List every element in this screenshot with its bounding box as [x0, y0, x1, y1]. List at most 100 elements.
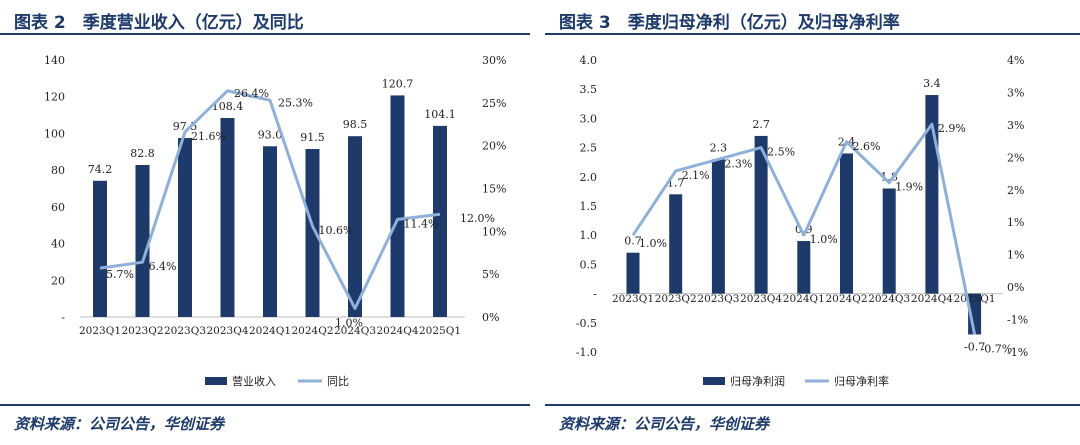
category-label: 2024Q4 [376, 325, 418, 337]
right-axis-tick-label: 20% [482, 140, 506, 153]
line-value-label: 1.0% [639, 237, 667, 250]
left-axis-tick-label: 100 [44, 127, 65, 140]
line-value-label: 1.0% [335, 316, 363, 329]
category-label: 2023Q3 [164, 325, 206, 337]
line-value-label: 2.9% [938, 122, 966, 135]
chart-title: 图表 2 季度营业收入（亿元）及同比 [14, 13, 304, 33]
category-label: 2024Q1 [783, 293, 825, 305]
bar-2024Q2 [305, 149, 320, 317]
line-value-label: 10.6% [319, 224, 354, 237]
left-axis-tick-label: 1.5 [580, 200, 598, 213]
category-label: 2024Q2 [825, 293, 867, 305]
category-label: 2024Q2 [291, 325, 333, 337]
left-axis-tick-label: 60 [51, 201, 65, 214]
legend-bar-label: 营业收入 [232, 374, 276, 388]
right-axis-tick-label: 0% [1007, 281, 1024, 294]
left-axis-tick-label: 0.5 [580, 258, 598, 271]
bar-value-label: 2.7 [752, 118, 770, 131]
line-value-label: 2.5% [767, 146, 795, 159]
bar-value-label: 97.5 [173, 120, 198, 133]
title-rule [0, 33, 530, 35]
right-axis-tick-label: 5% [482, 268, 499, 281]
bar-2024Q4 [390, 95, 405, 317]
legend-bar-swatch [205, 377, 227, 385]
bar-2023Q3 [711, 159, 725, 294]
line-value-label: 26.4% [234, 87, 269, 100]
bar-2023Q2 [669, 194, 683, 294]
category-label: 2023Q3 [697, 293, 739, 305]
bar-value-label: 120.7 [382, 77, 414, 90]
source-rule [545, 404, 1080, 406]
revenue-chart: 140 120 100 80 60 40 20 - 30% 25% 20% 15% 10% 5% 0% 74.… [44, 54, 506, 388]
bar-value-label: 3.4 [923, 77, 941, 90]
left-axis-tick-label: 20 [51, 274, 65, 287]
bar-value-label: 2.3 [710, 141, 728, 154]
left-axis-tick-label: 120 [44, 91, 65, 104]
left-axis-tick-label: 1.0 [580, 229, 598, 242]
bar-2023Q1 [93, 180, 107, 317]
bar-2023Q4 [220, 118, 235, 317]
net-profit-chart: 4.0 3.5 3.0 2.5 2.0 1.5 1.0 0.5 - -0.5 -1.0 4% 3% 3% 2… [576, 54, 1028, 388]
left-axis-tick-label: 2.5 [580, 142, 598, 155]
legend-bar-label: 归母净利润 [730, 374, 785, 388]
left-axis-tick-label: 80 [51, 164, 65, 177]
bar-value-label: 82.8 [130, 147, 155, 160]
category-label: 2023Q4 [740, 293, 782, 305]
category-label: 2024Q3 [868, 293, 910, 305]
right-axis-tick-label: 3% [1007, 119, 1024, 132]
bar-2023Q4 [754, 135, 768, 294]
legend-line-label: 同比 [327, 375, 349, 388]
line-value-label: 2.3% [724, 157, 752, 170]
line-value-label: 12.0% [460, 212, 495, 225]
bar-2024Q3 [348, 136, 362, 317]
line-value-label: 21.6% [191, 130, 226, 143]
title-rule [545, 33, 1080, 35]
category-label: 2023Q1 [612, 293, 654, 305]
left-axis-tick-label: 4.0 [580, 54, 598, 67]
left-axis-tick-label: 2.0 [580, 171, 598, 184]
category-label: 2023Q1 [79, 325, 121, 337]
category-label: 2024Q4 [911, 293, 953, 305]
bar-2025Q1 [433, 125, 447, 317]
right-axis-tick-label: 2% [1007, 151, 1024, 164]
line-value-label: 1.0% [810, 233, 838, 246]
right-axis-tick-label: 0% [482, 311, 499, 324]
bar-value-label: 91.5 [300, 131, 325, 144]
chart-title: 图表 3 季度归母净利（亿元）及归母净利率 [559, 13, 900, 33]
line-series-同比 [99, 89, 441, 310]
left-axis-tick-label: -0.5 [576, 317, 597, 330]
source-rule [0, 404, 530, 406]
bar-value-label: 0.7 [624, 235, 642, 248]
right-axis-tick-label: 15% [482, 183, 506, 196]
right-axis-tick-label: -1% [1007, 314, 1028, 327]
bar-2024Q1 [797, 241, 811, 294]
line-series-归母净利率 [631, 122, 977, 335]
right-axis-tick-label: -1% [1007, 346, 1028, 359]
bar-2024Q3 [882, 188, 896, 294]
line-value-label: 5.7% [106, 268, 134, 281]
right-axis-tick-label: 2% [1007, 184, 1024, 197]
line-value-label: 25.3% [278, 96, 313, 109]
right-axis-tick-label: 3% [1007, 86, 1024, 99]
bar-value-label: 104.1 [424, 108, 456, 121]
bar-value-label: 74.2 [88, 163, 113, 176]
left-axis-tick-label: 3.0 [580, 112, 598, 125]
category-label: 2024Q1 [249, 325, 291, 337]
line-value-label: 2.1% [682, 169, 710, 182]
bar-value-label: 108.4 [212, 100, 244, 113]
category-label: 2025Q1 [419, 325, 461, 337]
line-value-label: 11.4% [404, 217, 439, 230]
bar-2023Q1 [626, 252, 640, 294]
category-label: 2024Q3 [334, 325, 376, 337]
left-axis-tick-label: 140 [44, 54, 65, 67]
line-value-label: 1.9% [895, 181, 923, 194]
bar-2023Q2 [135, 165, 150, 317]
bar-value-label: 93.0 [258, 128, 283, 141]
left-axis-tick-label: 3.5 [580, 83, 598, 96]
line-value-label: 6.4% [149, 260, 177, 273]
bar-value-label: 98.5 [343, 118, 368, 131]
right-axis-tick-label: 25% [482, 97, 506, 110]
chart-panel-net-profit: 图表 3 季度归母净利（亿元）及归母净利率 4.0 3.5 3.0 2.5 2.0 1.5… [545, 0, 1080, 445]
bar-value-label: -0.7 [964, 340, 985, 353]
left-axis-tick-label: - [593, 288, 597, 301]
